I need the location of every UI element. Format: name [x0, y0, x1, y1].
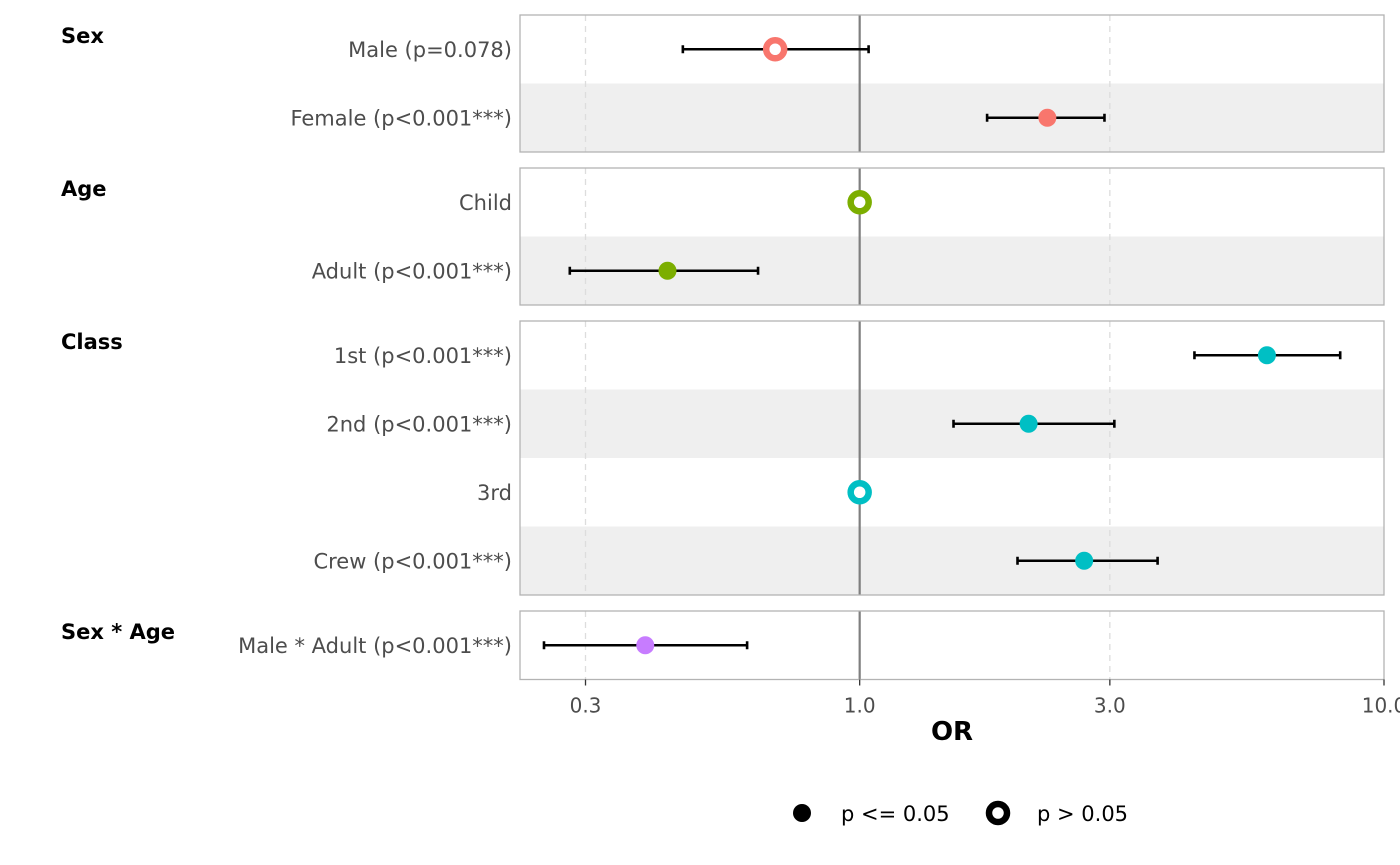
legend: p <= 0.05 p > 0.05 [793, 800, 1128, 826]
x-axis: OR 0.3 1.0 3.0 10.0 [570, 679, 1400, 747]
term-label: 1st (p<0.001***) [334, 344, 512, 368]
point-estimate [762, 37, 788, 62]
point-estimate [1038, 108, 1057, 127]
term-label: Male * Adult (p<0.001***) [238, 634, 512, 658]
row-stripe [520, 389, 1384, 458]
point-estimate [658, 261, 677, 280]
panel-border [519, 320, 1385, 596]
point-estimate [847, 480, 872, 505]
legend-symbol-hollow [985, 800, 1011, 826]
x-axis-title: OR [931, 717, 973, 747]
x-tick-label: 10.0 [1362, 694, 1400, 718]
term-label: Child [459, 191, 512, 215]
legend-label: p <= 0.05 [841, 802, 950, 826]
panel-border [519, 14, 1385, 153]
term-label: Crew (p<0.001***) [313, 549, 512, 573]
term-label: Female (p<0.001***) [290, 106, 512, 130]
panel-0: Sex Male (p=0.078) Female (p<0.001***) [61, 14, 1385, 153]
x-tick-label: 1.0 [844, 694, 876, 718]
term-label: 3rd [477, 481, 512, 505]
panel-border [519, 167, 1385, 306]
group-label: Age [61, 177, 107, 201]
point-estimate [636, 636, 655, 655]
term-label: Male (p=0.078) [348, 38, 512, 62]
row-stripe [520, 83, 1384, 152]
panel-2: Class 1st (p<0.001***) 2nd (p<0.001***) 3rd… [61, 320, 1385, 596]
point-estimate [847, 190, 872, 215]
panels: Sex Male (p=0.078) Female (p<0.001***) Age C… [61, 14, 1385, 681]
panel-3: Sex * Age Male * Adult (p<0.001***) [61, 610, 1385, 681]
x-tick-label: 0.3 [570, 694, 602, 718]
term-label: Adult (p<0.001***) [312, 259, 512, 283]
x-tick-label: 3.0 [1094, 694, 1126, 718]
panel-1: Age Child Adult (p<0.001***) [61, 167, 1385, 306]
panel-border [519, 610, 1385, 681]
point-estimate [1075, 551, 1094, 570]
legend-symbol-filled [793, 804, 811, 822]
point-estimate [1019, 414, 1038, 433]
row-stripe [520, 526, 1384, 595]
term-label: 2nd (p<0.001***) [326, 412, 512, 436]
group-label: Sex * Age [61, 620, 175, 644]
point-estimate [1257, 346, 1276, 365]
group-label: Class [61, 330, 123, 354]
group-label: Sex [61, 24, 104, 48]
legend-label: p > 0.05 [1037, 802, 1128, 826]
